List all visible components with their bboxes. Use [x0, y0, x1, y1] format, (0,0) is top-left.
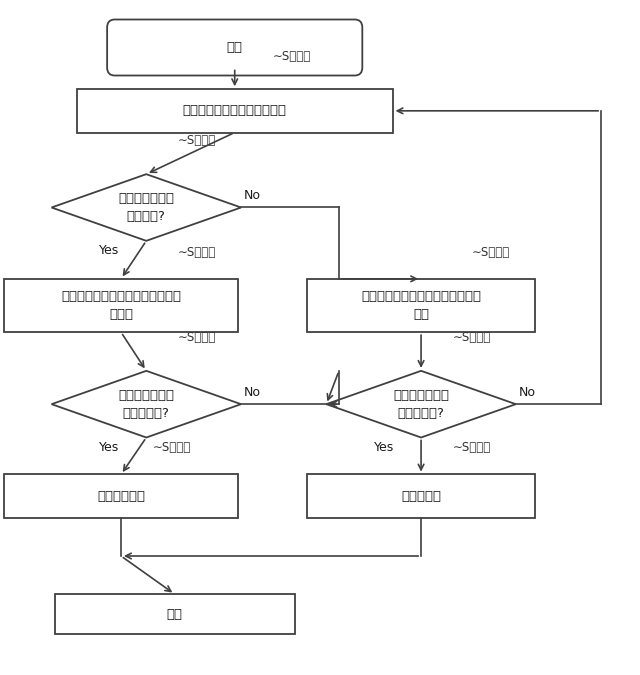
Text: No: No [519, 386, 536, 399]
Text: ∼S１０４: ∼S１０４ [152, 441, 191, 454]
Bar [307, 279, 535, 332]
Text: Yes: Yes [99, 244, 119, 257]
Polygon shape [52, 371, 241, 437]
Text: No: No [244, 386, 261, 399]
Text: Yes: Yes [374, 441, 394, 454]
Text: ∼S１０１: ∼S１０１ [178, 134, 216, 148]
Text: No: No [244, 189, 261, 202]
Bar [307, 475, 535, 518]
Text: 抵抗値がしきい
値より低い?: 抵抗値がしきい 値より低い? [118, 389, 174, 420]
Text: 歪警報発生: 歪警報発生 [401, 489, 441, 503]
Text: 温度警報発生: 温度警報発生 [97, 489, 145, 503]
Text: センサ本体の電気抵抗値測定: センサ本体の電気抵抗値測定 [183, 105, 287, 117]
Text: ∼S１００: ∼S１００ [273, 49, 311, 63]
FancyBboxPatch shape [107, 20, 362, 76]
Polygon shape [52, 174, 241, 241]
Text: ∼S１０２: ∼S１０２ [178, 246, 216, 259]
Text: ∼S１０５: ∼S１０５ [472, 246, 510, 259]
Text: ∼S１０７: ∼S１０７ [452, 441, 491, 454]
Bar [77, 89, 393, 132]
Text: 終了: 終了 [166, 608, 182, 621]
Text: 温度検知回路で閾値と電気抵抗と
を比較: 温度検知回路で閾値と電気抵抗と を比較 [61, 290, 181, 321]
Text: Yes: Yes [99, 441, 119, 454]
Text: ∼S１０６: ∼S１０６ [452, 331, 491, 344]
Text: 開始: 開始 [227, 41, 243, 54]
Text: 歪検知回路で閾値と電気抵抗とを
比較: 歪検知回路で閾値と電気抵抗とを 比較 [361, 290, 481, 321]
Text: ∼S１０３: ∼S１０３ [178, 331, 216, 344]
Text: 抵抗値がしきい
値より高い?: 抵抗値がしきい 値より高い? [393, 389, 449, 420]
Text: 抵抗値が初期値
より減少?: 抵抗値が初期値 より減少? [118, 192, 174, 223]
Bar [4, 475, 238, 518]
Bar [4, 279, 238, 332]
Bar [54, 594, 295, 634]
Polygon shape [326, 371, 516, 437]
